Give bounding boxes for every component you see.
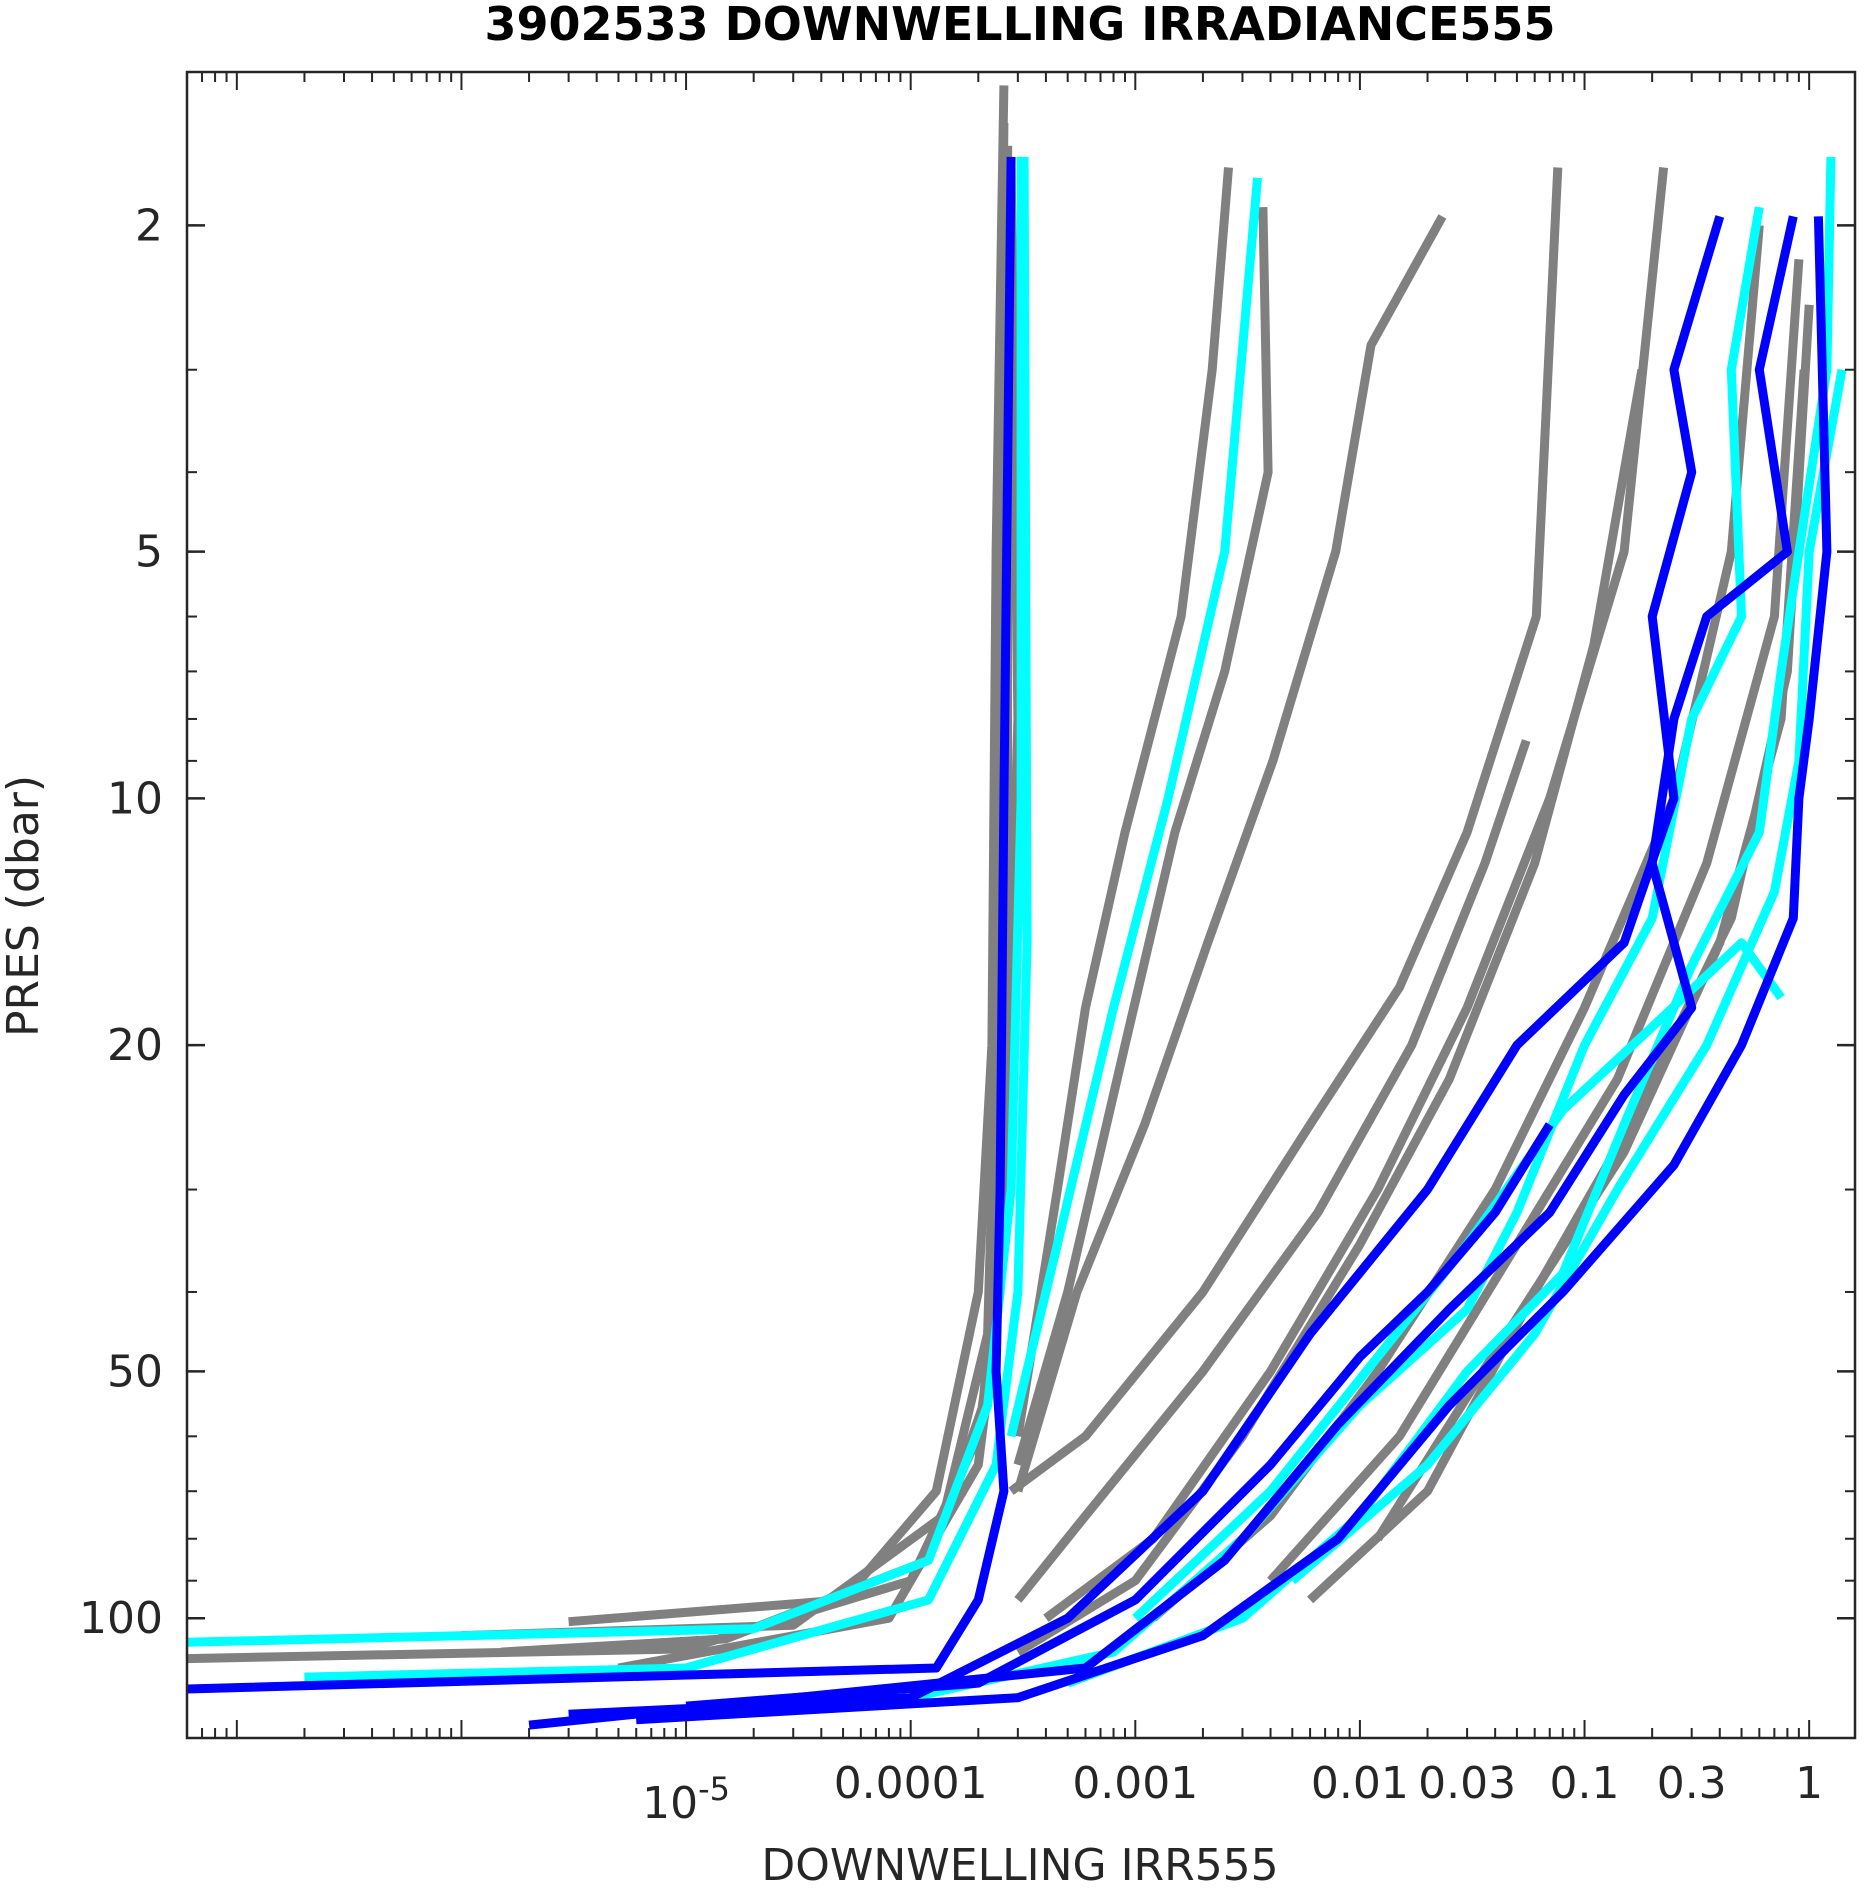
series-line-blue (187, 156, 1016, 1694)
series-line-gray (1013, 214, 1447, 1493)
plot-area (187, 85, 1847, 1730)
chart-title: 3902533 DOWNWELLING IRRADIANCE555 (485, 0, 1556, 51)
y-tick-label: 50 (107, 1346, 163, 1397)
plot-frame (185, 70, 1857, 1740)
x-tick-label: 0.3 (1657, 1758, 1727, 1809)
series-line-gray (500, 145, 1013, 1657)
axes: 2 5 10 20 50 100 10-5 0.0001 0.001 0.01 0.03 0.1 0.3… (79, 70, 1857, 1829)
series-line-blue (685, 1122, 1554, 1711)
series-line-gray (1013, 167, 1233, 1438)
series-line-gray (1013, 207, 1273, 1467)
x-tick-label: 0.1 (1550, 1758, 1620, 1809)
y-tick-label: 100 (79, 1593, 163, 1644)
series-line-gray (1008, 167, 1563, 1495)
series-line-gray (461, 122, 1009, 1641)
x-tick-label: 0.001 (1072, 1758, 1198, 1809)
y-tick-label: 10 (107, 773, 163, 824)
y-tick-label: 2 (135, 200, 163, 251)
series-line-cyan (1132, 938, 1785, 1622)
x-tick-label: 0.01 (1311, 1758, 1409, 1809)
series-line-cyan (1289, 368, 1847, 1585)
series-line-cyan (1006, 177, 1262, 1438)
y-axis-title: PRES (dbar) (0, 775, 49, 1037)
series-line-gray (568, 85, 1009, 1627)
x-tick-label: 1 (1795, 1758, 1823, 1809)
series-line-blue (568, 215, 1725, 1719)
series-line-blue (635, 216, 1832, 1725)
x-axis-title: DOWNWELLING IRR555 (761, 1840, 1278, 1891)
series-line-gray (1043, 167, 1669, 1622)
y-tick-label: 5 (135, 527, 163, 578)
series-line-gray (1014, 739, 1531, 1603)
series-line-cyan (187, 156, 1026, 1647)
x-tick-label: 10-5 (642, 1770, 730, 1829)
series-line-cyan (304, 156, 1032, 1682)
series-line-gray (1015, 368, 1647, 1656)
y-tick-label: 20 (107, 1020, 163, 1071)
series-line-gray (187, 167, 1023, 1664)
x-tick-label: 0.0001 (834, 1758, 988, 1809)
series-line-gray (1267, 258, 1804, 1584)
x-tick-label: 0.03 (1418, 1758, 1516, 1809)
series-line-blue (528, 215, 1798, 1730)
